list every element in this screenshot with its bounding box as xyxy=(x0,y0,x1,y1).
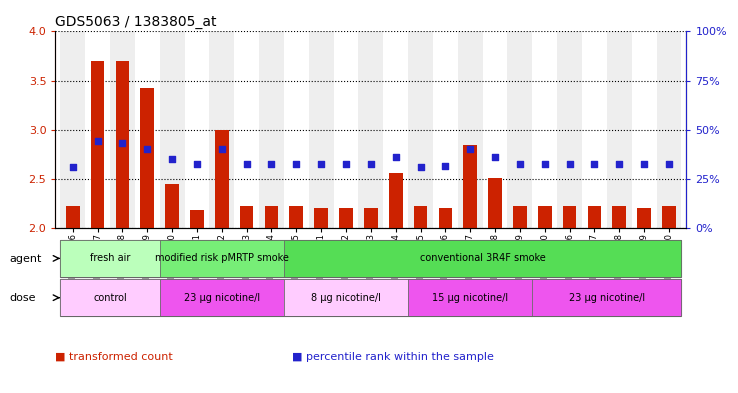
Point xyxy=(216,146,228,152)
Point xyxy=(489,154,501,160)
Text: control: control xyxy=(93,293,127,303)
Bar xyxy=(85,31,110,228)
Point xyxy=(439,163,451,169)
Text: dose: dose xyxy=(10,293,36,303)
Bar xyxy=(607,31,632,228)
Bar xyxy=(638,208,651,228)
Point xyxy=(241,161,252,167)
Bar xyxy=(215,130,229,228)
Bar xyxy=(563,206,576,228)
Bar xyxy=(483,31,508,228)
Bar xyxy=(359,31,383,228)
Point xyxy=(663,161,675,167)
Point xyxy=(142,146,154,152)
Bar xyxy=(61,31,85,228)
Text: ■ transformed count: ■ transformed count xyxy=(55,352,173,362)
Bar xyxy=(508,31,532,228)
Point xyxy=(390,154,401,160)
Bar xyxy=(159,279,284,316)
Bar xyxy=(184,31,210,228)
Bar xyxy=(339,208,353,228)
Bar xyxy=(587,206,601,228)
Bar xyxy=(66,206,80,228)
Bar xyxy=(284,240,681,277)
Bar xyxy=(234,31,259,228)
Bar xyxy=(210,31,234,228)
Bar xyxy=(489,178,502,228)
Text: conventional 3R4F smoke: conventional 3R4F smoke xyxy=(420,253,545,263)
Bar xyxy=(116,61,129,228)
Point xyxy=(291,161,303,167)
Bar xyxy=(61,240,159,277)
Point xyxy=(464,146,476,152)
Bar xyxy=(383,31,408,228)
Bar xyxy=(538,206,551,228)
Bar xyxy=(284,279,408,316)
Point xyxy=(564,161,576,167)
Bar xyxy=(314,208,328,228)
Bar xyxy=(632,31,657,228)
Bar xyxy=(289,206,303,228)
Point xyxy=(117,140,128,147)
Bar xyxy=(662,206,676,228)
Bar xyxy=(91,61,104,228)
Bar xyxy=(140,88,154,228)
Text: GDS5063 / 1383805_at: GDS5063 / 1383805_at xyxy=(55,15,217,29)
Bar xyxy=(190,210,204,228)
Point xyxy=(415,164,427,170)
Bar xyxy=(613,206,626,228)
Point xyxy=(613,161,625,167)
Bar xyxy=(438,208,452,228)
Text: modified risk pMRTP smoke: modified risk pMRTP smoke xyxy=(155,253,289,263)
Text: agent: agent xyxy=(10,253,42,264)
Bar xyxy=(364,208,378,228)
Bar xyxy=(532,279,681,316)
Bar xyxy=(265,206,278,228)
Text: ■ percentile rank within the sample: ■ percentile rank within the sample xyxy=(292,352,494,362)
Bar xyxy=(532,31,557,228)
Bar xyxy=(389,173,402,228)
Point xyxy=(67,164,79,170)
Bar xyxy=(557,31,582,228)
Point xyxy=(588,161,600,167)
Text: 8 μg nicotine/l: 8 μg nicotine/l xyxy=(311,293,381,303)
Text: 23 μg nicotine/l: 23 μg nicotine/l xyxy=(184,293,260,303)
Point xyxy=(266,161,277,167)
Bar xyxy=(284,31,308,228)
Bar xyxy=(463,145,477,228)
Text: 15 μg nicotine/l: 15 μg nicotine/l xyxy=(432,293,508,303)
Bar xyxy=(408,279,532,316)
Bar xyxy=(657,31,681,228)
Bar xyxy=(240,206,253,228)
Bar xyxy=(110,31,135,228)
Point xyxy=(315,161,327,167)
Point xyxy=(340,161,352,167)
Bar xyxy=(259,31,284,228)
Bar xyxy=(334,31,359,228)
Point xyxy=(92,138,103,145)
Point xyxy=(514,161,525,167)
Bar xyxy=(513,206,527,228)
Bar xyxy=(308,31,334,228)
Bar xyxy=(61,279,159,316)
Point xyxy=(166,156,178,162)
Bar xyxy=(414,206,427,228)
Bar xyxy=(165,184,179,228)
Point xyxy=(638,161,650,167)
Bar xyxy=(408,31,433,228)
Bar xyxy=(458,31,483,228)
Bar xyxy=(582,31,607,228)
Point xyxy=(365,161,376,167)
Bar xyxy=(159,31,184,228)
Bar xyxy=(135,31,159,228)
Bar xyxy=(159,240,284,277)
Bar xyxy=(433,31,458,228)
Text: 23 μg nicotine/l: 23 μg nicotine/l xyxy=(569,293,645,303)
Text: fresh air: fresh air xyxy=(90,253,130,263)
Point xyxy=(539,161,551,167)
Point xyxy=(191,161,203,167)
